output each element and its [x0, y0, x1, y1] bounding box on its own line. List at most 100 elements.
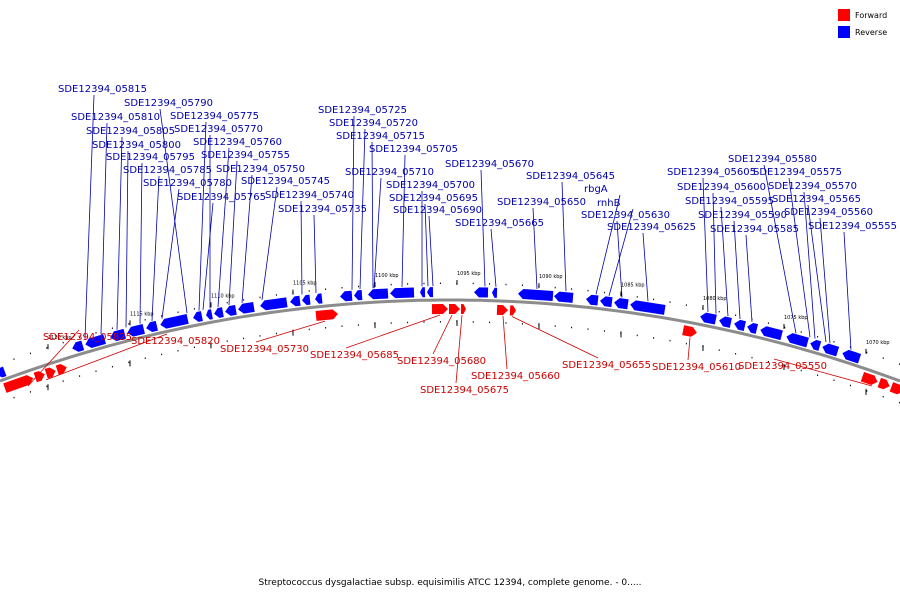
gene-label: SDE12394_05625 [607, 222, 696, 233]
label-leader [84, 94, 95, 339]
label-leader [428, 215, 434, 287]
reverse-gene-arrow [260, 297, 288, 311]
gene-label: SDE12394_05680 [397, 356, 486, 367]
reverse-gene-arrow [206, 309, 213, 320]
gene-label: SDE12394_05790 [124, 98, 213, 109]
gene-label: SDE12394_05555 [808, 221, 897, 232]
forward-gene-arrow [431, 304, 448, 315]
tick-label: 1105 kbp [293, 281, 317, 287]
label-leader [261, 186, 278, 300]
reverse-gene-arrow [630, 300, 666, 315]
label-leader [313, 214, 317, 293]
reverse-gene-arrow [85, 334, 106, 348]
reverse-gene-arrow [554, 291, 574, 303]
gene-label: SDE12394_05675 [420, 385, 509, 396]
gene-label: rnhB [597, 198, 621, 209]
gene-label: SDE12394_05770 [174, 124, 263, 135]
tick-label: 1090 kbp [539, 274, 563, 280]
reverse-gene-arrow [354, 290, 363, 301]
gene-label: SDE12394_05660 [471, 371, 560, 382]
label-leader [773, 358, 873, 387]
gene-label: SDE12394_05740 [265, 190, 354, 201]
reverse-gene-arrow [747, 322, 759, 334]
gene-label: SDE12394_05605 [667, 167, 756, 178]
gene-label: SDE12394_05590 [698, 210, 787, 221]
forward-gene-arrow [509, 305, 516, 316]
gene-label: SDE12394_05610 [652, 362, 741, 373]
gene-label: SDE12394_05715 [336, 131, 425, 142]
gene-label: rbgA [584, 184, 608, 195]
gene-label: SDE12394_05645 [526, 171, 615, 182]
reverse-gene-arrow [822, 343, 840, 357]
label-leader [455, 315, 463, 384]
reverse-gene-arrow [719, 316, 732, 328]
label-leader [843, 231, 852, 350]
tick-label: 1075 kbp [784, 315, 808, 321]
reverse-gene-arrow [127, 324, 145, 337]
label-leader [151, 175, 160, 321]
gene-arrows [0, 287, 900, 395]
gene-label: SDE12394_05560 [784, 207, 873, 218]
tick-label: 1080 kbp [703, 296, 727, 302]
gene-label: SDE12394_05700 [386, 180, 475, 191]
gene-label: SDE12394_05735 [278, 204, 367, 215]
label-leader [345, 314, 441, 349]
gene-label: SDE12394_05690 [393, 205, 482, 216]
tick-label: 1120 kbp [48, 335, 72, 341]
gene-label: SDE12394_05745 [241, 176, 330, 187]
gene-label: SDE12394_05815 [58, 84, 147, 95]
label-leader [198, 121, 207, 311]
reverse-gene-arrow [110, 328, 127, 342]
reverse-gene-arrow [146, 320, 159, 332]
label-leader [217, 147, 230, 308]
label-leader [125, 150, 129, 328]
label-leader [561, 181, 567, 292]
reverse-gene-arrow [842, 349, 862, 364]
forward-gene-arrow [33, 371, 45, 383]
reverse-gene-arrow [600, 296, 613, 308]
gene-label: SDE12394_05820 [131, 336, 220, 347]
gene-label: SDE12394_05550 [738, 361, 827, 372]
gene-label: SDE12394_05765 [177, 192, 266, 203]
tick-label: 1110 kbp [211, 293, 235, 299]
gene-label: SDE12394_05695 [389, 193, 478, 204]
label-leader [502, 316, 508, 370]
legend-forward-label: Forward [855, 11, 887, 20]
legend-reverse-label: Reverse [855, 28, 887, 37]
label-leader [401, 154, 406, 287]
gene-label: SDE12394_05650 [497, 197, 586, 208]
reverse-gene-arrow [0, 366, 7, 378]
label-leader [100, 122, 108, 335]
label-leader [687, 337, 691, 361]
label-leader [595, 194, 621, 295]
forward-gene-arrow [448, 303, 460, 315]
gene-label: SDE12394_05725 [318, 105, 407, 116]
label-leader [255, 320, 326, 343]
gene-label: SDE12394_05600 [677, 182, 766, 193]
gene-label: SDE12394_05595 [685, 196, 774, 207]
gene-label: SDE12394_05795 [106, 152, 195, 163]
label-leader [424, 203, 429, 287]
label-leader-lines [27, 94, 873, 387]
reverse-gene-arrow [72, 340, 85, 352]
label-leader [300, 200, 303, 295]
forward-gene-arrow [860, 371, 878, 385]
reverse-gene-arrow [214, 307, 224, 318]
label-leader [788, 177, 811, 338]
gene-label: SDE12394_05755 [201, 150, 290, 161]
forward-gene-arrow [889, 382, 900, 395]
genome-caption: Streptococcus dysgalactiae subsp. equisi… [258, 578, 642, 588]
reverse-gene-arrow [810, 339, 822, 351]
gene-label: SDE12394_05665 [455, 218, 544, 229]
label-leader [720, 206, 729, 317]
gene-label: SDE12394_05575 [753, 167, 842, 178]
reverse-gene-arrow [290, 295, 301, 307]
forward-gene-arrow [682, 325, 697, 337]
gene-label: SDE12394_05580 [728, 154, 817, 165]
gene-label: SDE12394_05585 [710, 224, 799, 235]
label-leader [351, 115, 355, 290]
label-leader [807, 204, 827, 343]
gene-label: SDE12394_05800 [92, 140, 181, 151]
legend: Forward Reverse [838, 9, 887, 38]
forward-gene-arrow [55, 363, 67, 376]
